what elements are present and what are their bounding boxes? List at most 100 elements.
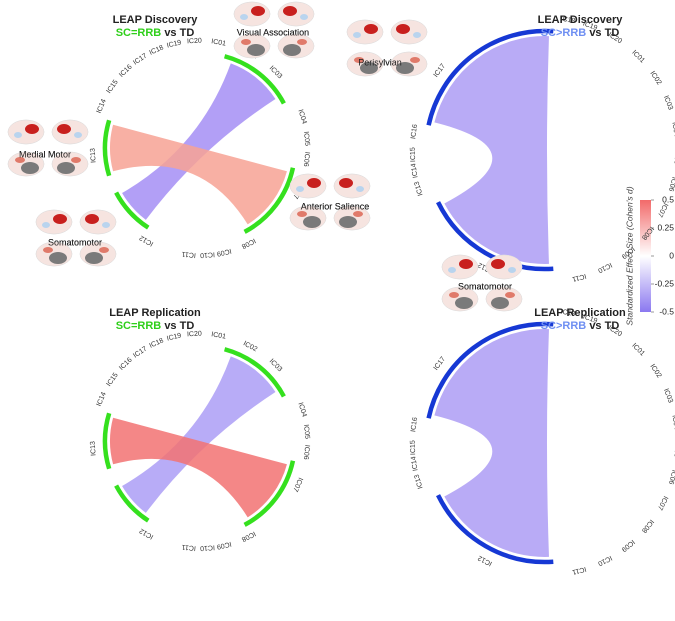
ic-label: IC03 [662,95,674,111]
contrast-label: vs TD [589,320,619,332]
panel: IC01IC02IC03IC04IC05IC06IC07IC08IC09IC10… [7,1,371,551]
ic-label: IC20 [187,38,202,46]
group-label: SC=RRB [116,320,162,332]
ic-label: IC03 [662,388,674,404]
ic-label: IC02 [648,363,662,379]
colorbar-label: Standardized Effect Size (Cohen's d) [624,186,634,325]
ic-label: IC19 [582,313,598,325]
network-arc [436,494,554,565]
ic-label: IC02 [648,70,662,86]
ic-label: IC10 [597,554,613,567]
ic-label: IC03 [268,65,283,80]
network-arc [102,412,112,470]
panel-subtitle: SC=RRB vs TD [116,27,195,39]
panel-subtitle: SC>RRB vs TD [541,320,620,332]
ic-label: IC05 [673,149,675,164]
contrast-label: vs TD [164,320,194,332]
panel-subtitle: SC>RRB vs TD [541,27,620,39]
chord [434,329,549,557]
panel-subtitle: SC=RRB vs TD [116,320,195,332]
ic-label: IC05 [302,131,310,146]
ic-label: IC15 [106,372,120,388]
ic-label: IC09 [216,540,232,550]
ic-label: IC04 [296,402,307,418]
chord [110,124,287,225]
network-arc [243,460,296,527]
network-arc [436,201,554,272]
ic-label: IC06 [302,151,311,167]
colorbar-tick-label: -0.25 [655,278,675,288]
network-arc [243,167,296,234]
ic-label: IC18 [148,337,164,349]
ic-label: IC01 [630,342,645,357]
ic-label: IC09 [216,247,232,257]
ic-label: IC05 [302,424,310,439]
ic-label: IC10 [200,250,215,258]
ic-label: IC17 [433,63,448,79]
ic-label: IC07 [291,476,303,492]
network-arc [223,54,286,105]
ic-label: IC06 [667,176,675,192]
ic-label: IC07 [656,495,669,511]
network-arc [114,484,150,523]
brain-map [346,19,428,77]
ic-label: IC08 [640,518,655,534]
region-label: Anterior Salience [301,201,370,211]
ic-label: IC11 [181,543,196,551]
colorbar-tick-label: 0.25 [657,222,674,232]
ic-label: IC13 [414,473,425,489]
ic-label: IC01 [630,49,645,64]
region-label: Somatomotor [458,281,512,291]
panel-title: LEAP Discovery [113,14,199,26]
group-label: SC=RRB [116,27,162,39]
region-label: Medial Motor [19,149,71,159]
ic-label: IC16 [410,124,419,140]
ic-label: IC04 [670,122,675,138]
ic-label: IC04 [296,109,307,125]
ic-label: IC19 [166,332,182,342]
ic-label: IC10 [200,543,215,551]
colorbar-tick-label: 0 [669,250,674,260]
ic-label: IC11 [571,272,587,282]
chord [434,36,549,265]
ic-label: IC15 [106,79,120,95]
group-label: SC>RRB [541,27,587,39]
ic-label: IC11 [571,565,587,575]
contrast-label: vs TD [164,27,194,39]
ic-label: IC17 [132,52,148,66]
ic-label: IC14 [410,456,419,472]
contrast-label: vs TD [589,27,619,39]
region-label: Visual Association [237,27,309,37]
ic-label: IC14 [96,98,108,114]
region-label: Somatomotor [48,237,102,247]
ic-label: IC08 [240,237,256,250]
chord [110,417,287,518]
chord [122,356,276,513]
ic-label: IC02 [242,340,258,353]
network-arc [114,191,150,230]
panel-title: LEAP Replication [534,307,626,319]
ic-label: IC16 [118,64,134,79]
colorbar-tick-label: -0.5 [659,306,674,316]
ic-label: IC13 [414,180,425,196]
colorbar-tick-label: 0.5 [662,194,674,204]
ic-label: IC19 [166,39,182,49]
ic-label: IC13 [90,441,98,456]
ic-label: IC17 [433,356,448,372]
network-arc [102,119,112,177]
ic-label: IC08 [240,530,256,543]
ic-label: IC20 [187,331,202,339]
region-label: Perisylvian [358,57,402,67]
region-label: Somatomotor [48,237,102,247]
ic-label: IC19 [582,20,598,32]
ic-label: IC11 [181,250,196,258]
ic-label: IC18 [148,44,164,56]
ic-label: IC16 [118,357,134,372]
ic-label: IC03 [268,358,283,373]
ic-label: IC01 [211,331,227,340]
ic-label: IC15 [410,147,418,162]
network-arc [426,321,554,419]
ic-label: IC12 [138,234,154,248]
ic-label: IC16 [410,417,419,433]
